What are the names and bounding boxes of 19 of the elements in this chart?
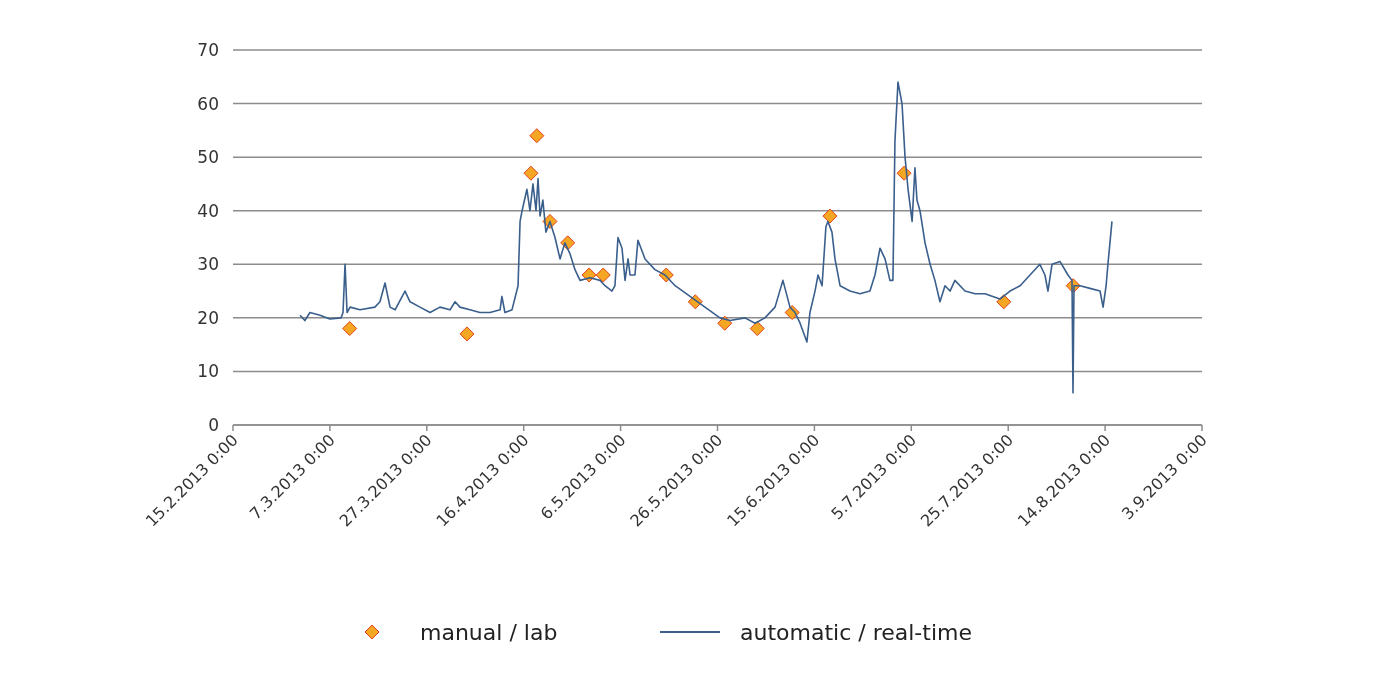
point bbox=[529, 128, 545, 144]
y-tick-label: 40 bbox=[197, 200, 219, 221]
y-tick-label: 50 bbox=[197, 147, 219, 168]
y-tick-label: 60 bbox=[197, 93, 219, 114]
y-tick-label: 10 bbox=[197, 361, 219, 382]
legend-label: manual / lab bbox=[420, 619, 558, 645]
legend-label: automatic / real-time bbox=[740, 619, 972, 645]
line-series bbox=[299, 81, 1113, 394]
point bbox=[996, 294, 1012, 310]
point bbox=[342, 321, 358, 337]
point bbox=[459, 326, 475, 342]
y-tick-label: 30 bbox=[197, 254, 219, 275]
point bbox=[749, 321, 765, 337]
point bbox=[523, 165, 539, 181]
y-tick-label: 20 bbox=[197, 307, 219, 328]
y-tick-label: 70 bbox=[197, 39, 219, 60]
point bbox=[595, 267, 611, 283]
point bbox=[822, 208, 838, 224]
y-tick-label: 0 bbox=[208, 414, 219, 435]
